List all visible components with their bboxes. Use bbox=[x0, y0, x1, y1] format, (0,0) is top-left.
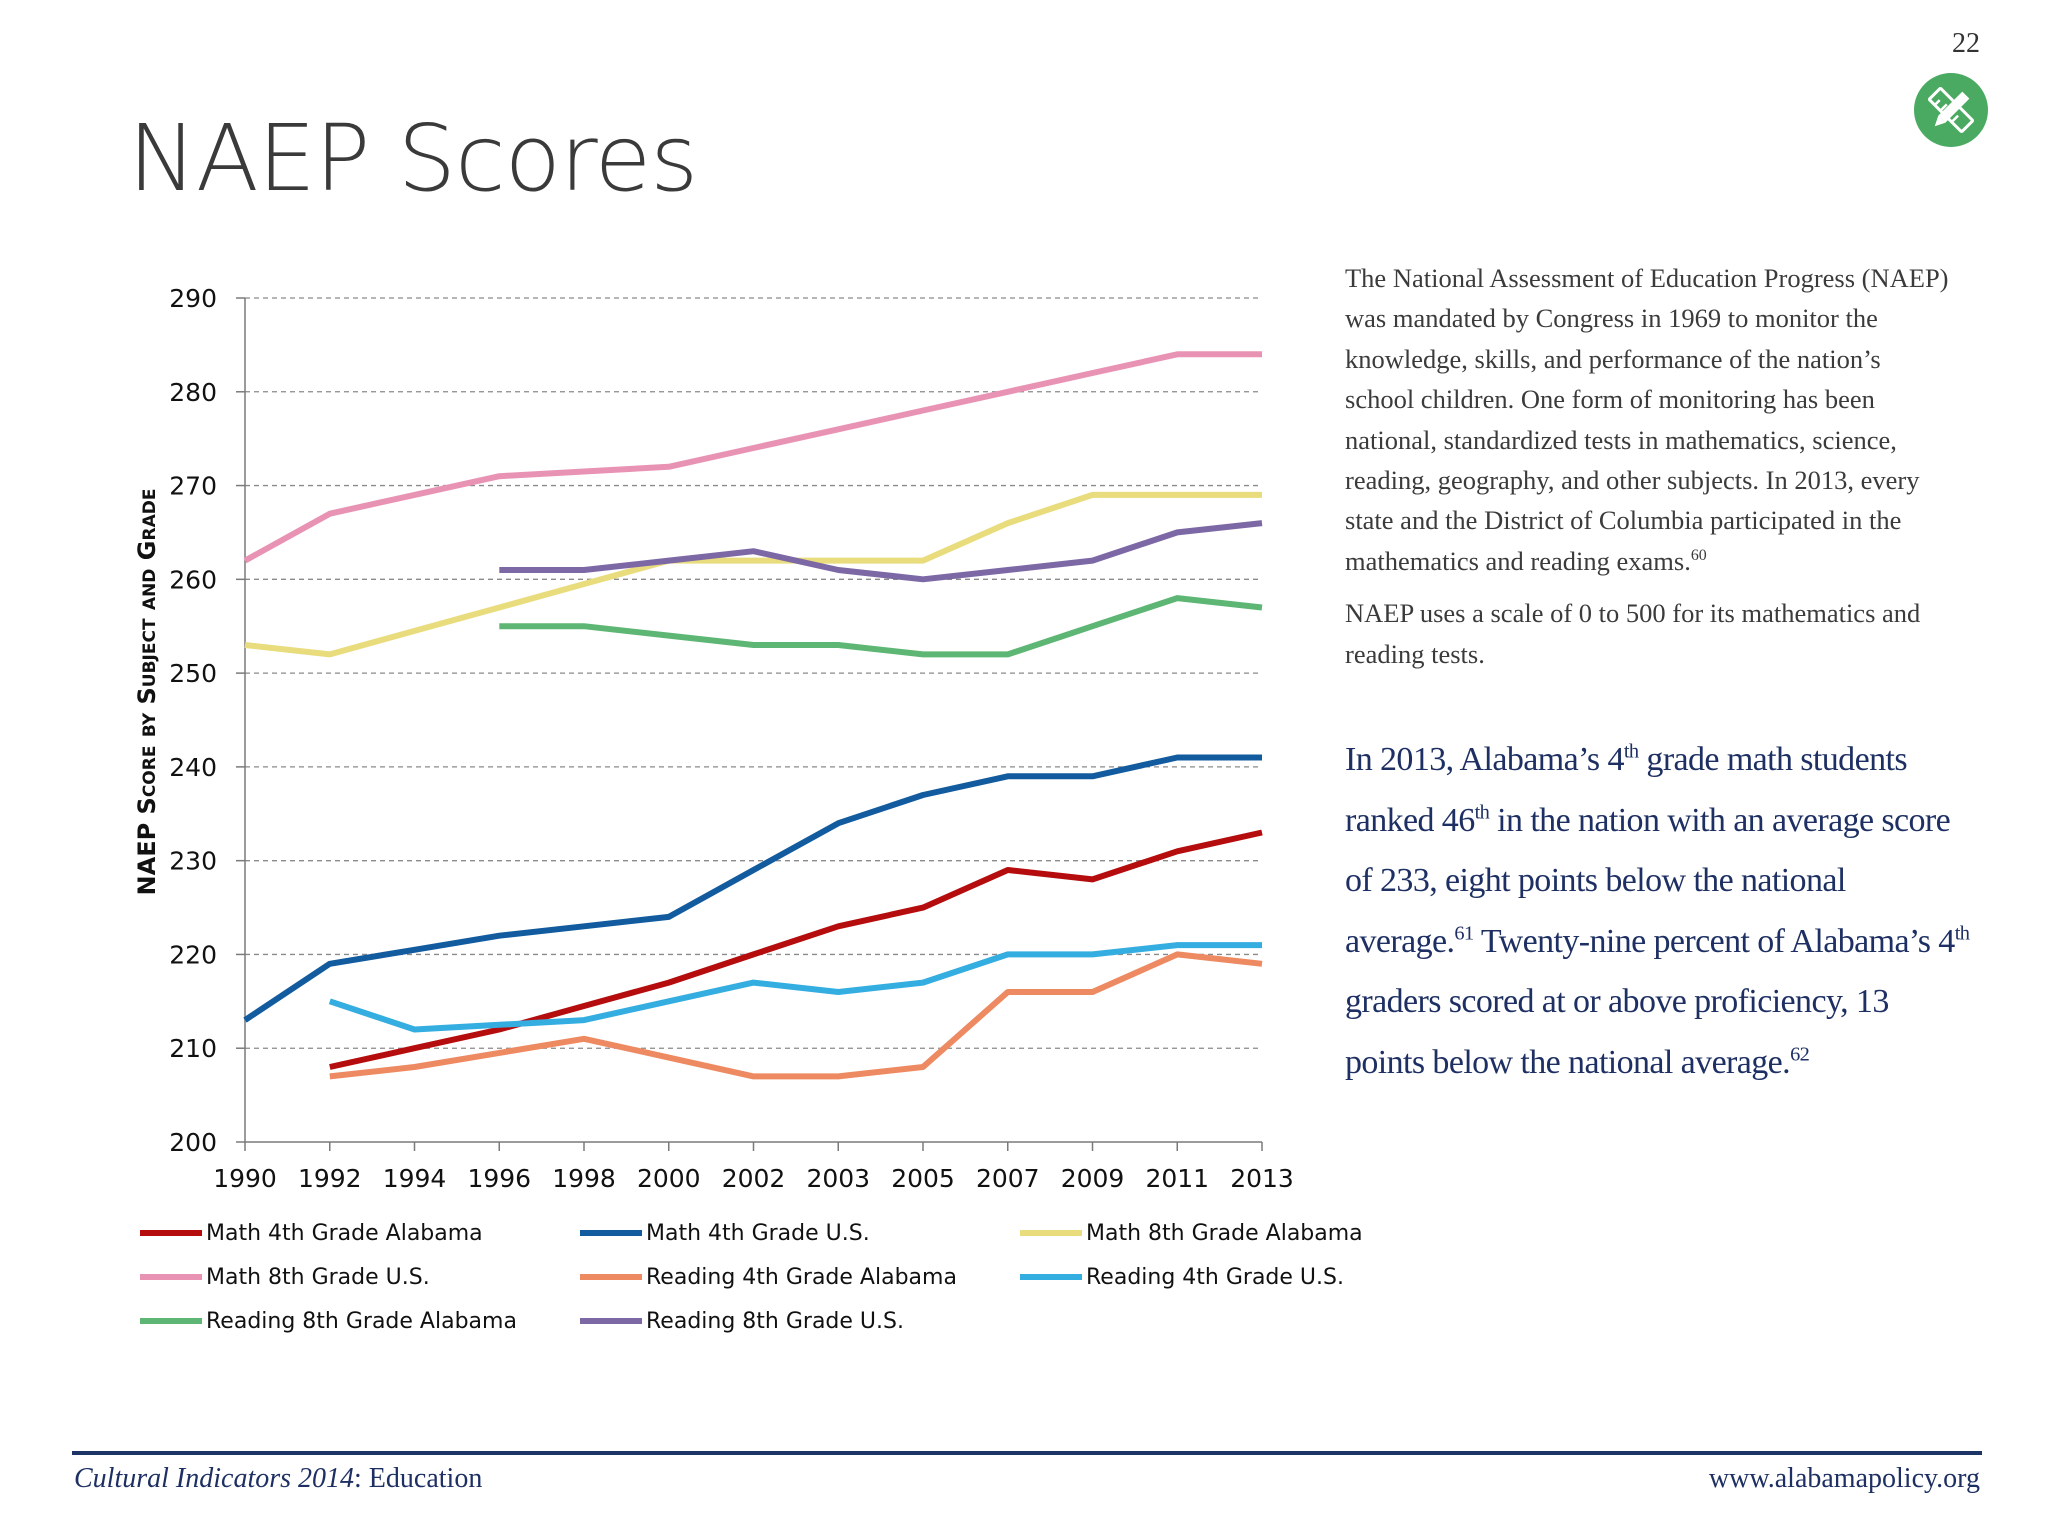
naep-line-chart: 200 210 220 230 240 250 260 270 280 290 1990 1992 19… bbox=[133, 284, 1294, 1193]
series-line-math-4th-grade-alabama bbox=[329, 829, 1263, 1070]
series-line-math-4th-grade-u-s bbox=[243, 754, 1262, 1023]
x-tick-label: 2009 bbox=[1061, 1164, 1125, 1193]
footer-website: www.alabamapolicy.org bbox=[1708, 1463, 1980, 1494]
legend-label: Math 8th Grade U.S. bbox=[206, 1264, 430, 1290]
legend-label: Reading 8th Grade U.S. bbox=[646, 1308, 904, 1334]
series-line-math-8th-grade-u-s bbox=[243, 351, 1262, 564]
x-tick-label: 1996 bbox=[467, 1164, 531, 1193]
legend-label: Math 4th Grade U.S. bbox=[646, 1220, 870, 1246]
legend-item-math-4th-grade-u-s: Math 4th Grade U.S. bbox=[580, 1215, 1020, 1251]
legend-swatch bbox=[140, 1274, 202, 1280]
chart-legend: Math 4th Grade Alabama Math 4th Grade U.S… bbox=[140, 1215, 1430, 1339]
footnote-ref: 60 bbox=[1690, 547, 1707, 565]
y-tick-label: 270 bbox=[169, 472, 217, 501]
legend-swatch bbox=[580, 1274, 642, 1280]
y-tick-label: 220 bbox=[169, 940, 217, 969]
legend-label: Reading 4th Grade U.S. bbox=[1086, 1264, 1344, 1290]
footer-divider bbox=[72, 1451, 1982, 1455]
x-tick-label: 1992 bbox=[298, 1164, 362, 1193]
page-title: NAEP Scores bbox=[128, 105, 698, 212]
legend-item-math-4th-grade-alabama: Math 4th Grade Alabama bbox=[140, 1215, 580, 1251]
chart-series bbox=[243, 351, 1263, 1080]
series-line-reading-8th-grade-alabama bbox=[499, 595, 1263, 658]
legend-item-reading-8th-grade-u-s: Reading 8th Grade U.S. bbox=[580, 1303, 1020, 1339]
x-tick-label: 2005 bbox=[891, 1164, 955, 1193]
x-tick-label: 2003 bbox=[806, 1164, 870, 1193]
x-tick-label: 1990 bbox=[213, 1164, 277, 1193]
x-tick-label: 1994 bbox=[383, 1164, 447, 1193]
x-tick-label: 2000 bbox=[637, 1164, 701, 1193]
intro-text: The National Assessment of Education Pro… bbox=[1345, 258, 1950, 686]
series-line-reading-4th-grade-alabama bbox=[329, 951, 1263, 1080]
intro-paragraph-1: The National Assessment of Education Pro… bbox=[1345, 263, 1949, 576]
legend-item-math-8th-grade-u-s: Math 8th Grade U.S. bbox=[140, 1259, 580, 1295]
legend-swatch bbox=[1020, 1230, 1082, 1236]
footnote-ref: 61 bbox=[1454, 922, 1474, 945]
y-tick-label: 290 bbox=[169, 284, 217, 313]
y-tick-label: 260 bbox=[169, 565, 217, 594]
y-axis-label: NAEP Score by Subject and Grade bbox=[133, 489, 161, 896]
legend-item-reading-4th-grade-u-s: Reading 4th Grade U.S. bbox=[1020, 1259, 1430, 1295]
legend-swatch bbox=[1020, 1274, 1082, 1280]
legend-swatch bbox=[140, 1230, 202, 1236]
footer-publication: Cultural Indicators 2014: Education bbox=[74, 1463, 483, 1494]
x-tick-label: 1998 bbox=[552, 1164, 616, 1193]
series-line-reading-8th-grade-u-s bbox=[499, 520, 1263, 583]
legend-label: Reading 8th Grade Alabama bbox=[206, 1308, 517, 1334]
highlight-callout: In 2013, Alabama’s 4th grade math studen… bbox=[1345, 740, 1970, 1081]
intro-paragraph-2: NAEP uses a scale of 0 to 500 for its ma… bbox=[1345, 598, 1921, 669]
y-tick-label: 200 bbox=[169, 1128, 217, 1157]
series-line-math-8th-grade-alabama bbox=[244, 491, 1262, 658]
x-tick-label: 2013 bbox=[1230, 1164, 1294, 1193]
legend-swatch bbox=[580, 1230, 642, 1236]
x-tick-label: 2011 bbox=[1145, 1164, 1209, 1193]
legend-swatch bbox=[140, 1318, 202, 1324]
legend-label: Math 4th Grade Alabama bbox=[206, 1220, 483, 1246]
legend-item-reading-8th-grade-alabama: Reading 8th Grade Alabama bbox=[140, 1303, 580, 1339]
y-tick-label: 210 bbox=[169, 1034, 217, 1063]
chart-grid bbox=[245, 297, 1262, 1049]
legend-item-math-8th-grade-alabama: Math 8th Grade Alabama bbox=[1020, 1215, 1430, 1251]
y-tick-label: 250 bbox=[169, 659, 217, 688]
y-tick-label: 280 bbox=[169, 378, 217, 407]
legend-label: Math 8th Grade Alabama bbox=[1086, 1220, 1363, 1246]
page-number: 22 bbox=[1952, 28, 1980, 59]
y-tick-label: 230 bbox=[169, 847, 217, 876]
legend-label: Reading 4th Grade Alabama bbox=[646, 1264, 957, 1290]
legend-swatch bbox=[580, 1318, 642, 1324]
y-tick-label: 240 bbox=[169, 753, 217, 782]
x-tick-label: 2002 bbox=[722, 1164, 786, 1193]
x-tick-label: 2007 bbox=[976, 1164, 1040, 1193]
section-badge bbox=[1914, 73, 1988, 147]
footnote-ref: 62 bbox=[1790, 1043, 1810, 1066]
pencil-ruler-icon bbox=[1927, 86, 1975, 134]
series-line-reading-4th-grade-u-s bbox=[328, 942, 1262, 1033]
legend-item-reading-4th-grade-alabama: Reading 4th Grade Alabama bbox=[580, 1259, 1020, 1295]
chart-axes: 200 210 220 230 240 250 260 270 280 290 1990 1992 19… bbox=[169, 284, 1294, 1193]
